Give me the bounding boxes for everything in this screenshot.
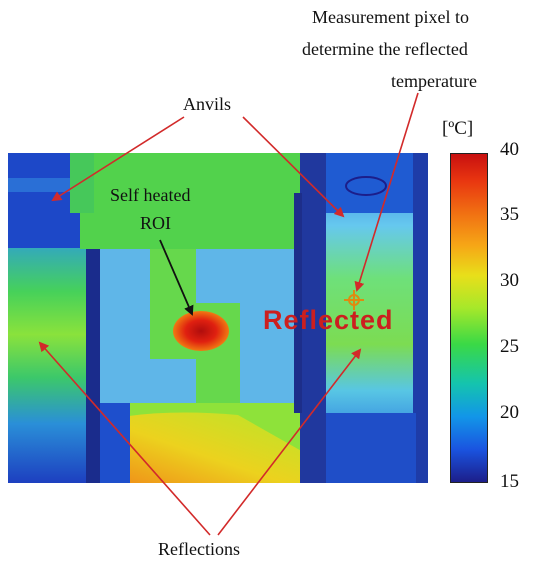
- colorbar-tick: 25: [500, 336, 519, 357]
- colorbar-tick: 20: [500, 402, 519, 423]
- measurement-label-line: temperature: [391, 71, 477, 91]
- colorbar: [450, 153, 488, 483]
- measurement-label-line: determine the reflected: [302, 39, 468, 59]
- measurement-pixel-marker: [344, 290, 364, 310]
- colorbar-unit: [ºC]: [442, 118, 474, 139]
- measurement-label-line: Measurement pixel to: [312, 7, 469, 27]
- colorbar-tick: 15: [500, 471, 519, 492]
- colorbar-tick: 35: [500, 204, 519, 225]
- reflections-arrow-right: [217, 348, 362, 536]
- anvils-arrow-left: [51, 116, 185, 202]
- colorbar-tick: 30: [500, 270, 519, 291]
- self-heated-label-line: Self heated: [110, 185, 191, 205]
- anvils-label: Anvils: [183, 94, 232, 114]
- colorbar-tick: 40: [500, 139, 519, 160]
- reflections-label: Reflections: [158, 539, 240, 559]
- thermal-image: [8, 153, 428, 483]
- reflected-stamp: Reflected: [263, 305, 394, 335]
- anvils-arrow-right: [242, 116, 345, 218]
- reflections-arrow-left: [38, 341, 211, 536]
- self-heated-arrow: [159, 239, 194, 316]
- measurement-arrow: [354, 92, 419, 292]
- self-heated-label-line: ROI: [140, 213, 171, 233]
